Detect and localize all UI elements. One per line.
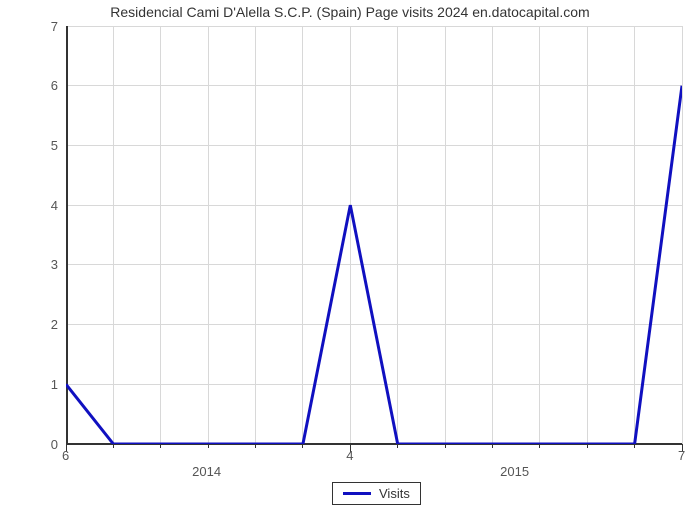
x-minor-tick — [208, 444, 209, 448]
series-line — [66, 26, 682, 444]
x-minor-tick — [634, 444, 635, 448]
x-minor-tick — [255, 444, 256, 448]
chart-title: Residencial Cami D'Alella S.C.P. (Spain)… — [0, 4, 700, 20]
x-mid-label: 2014 — [192, 464, 221, 479]
y-tick-label: 4 — [51, 198, 58, 213]
x-minor-tick — [302, 444, 303, 448]
y-tick-label: 0 — [51, 437, 58, 452]
plot-area — [66, 26, 682, 444]
legend-swatch — [343, 492, 371, 495]
legend-label: Visits — [379, 486, 410, 501]
x-minor-tick — [492, 444, 493, 448]
x-mid-label: 2015 — [500, 464, 529, 479]
x-tick-label: 4 — [346, 448, 353, 463]
x-minor-tick — [160, 444, 161, 448]
x-minor-tick — [539, 444, 540, 448]
x-tick-label: 6 — [62, 448, 69, 463]
x-minor-tick — [397, 444, 398, 448]
y-tick-label: 2 — [51, 317, 58, 332]
x-tick-label: 7 — [678, 448, 685, 463]
y-tick-label: 1 — [51, 377, 58, 392]
x-minor-tick — [445, 444, 446, 448]
legend: Visits — [332, 482, 421, 505]
chart-container: Residencial Cami D'Alella S.C.P. (Spain)… — [0, 0, 700, 500]
x-minor-tick — [587, 444, 588, 448]
x-minor-tick — [113, 444, 114, 448]
y-tick-label: 5 — [51, 138, 58, 153]
y-tick-label: 7 — [51, 19, 58, 34]
y-tick-label: 3 — [51, 257, 58, 272]
y-tick-label: 6 — [51, 78, 58, 93]
